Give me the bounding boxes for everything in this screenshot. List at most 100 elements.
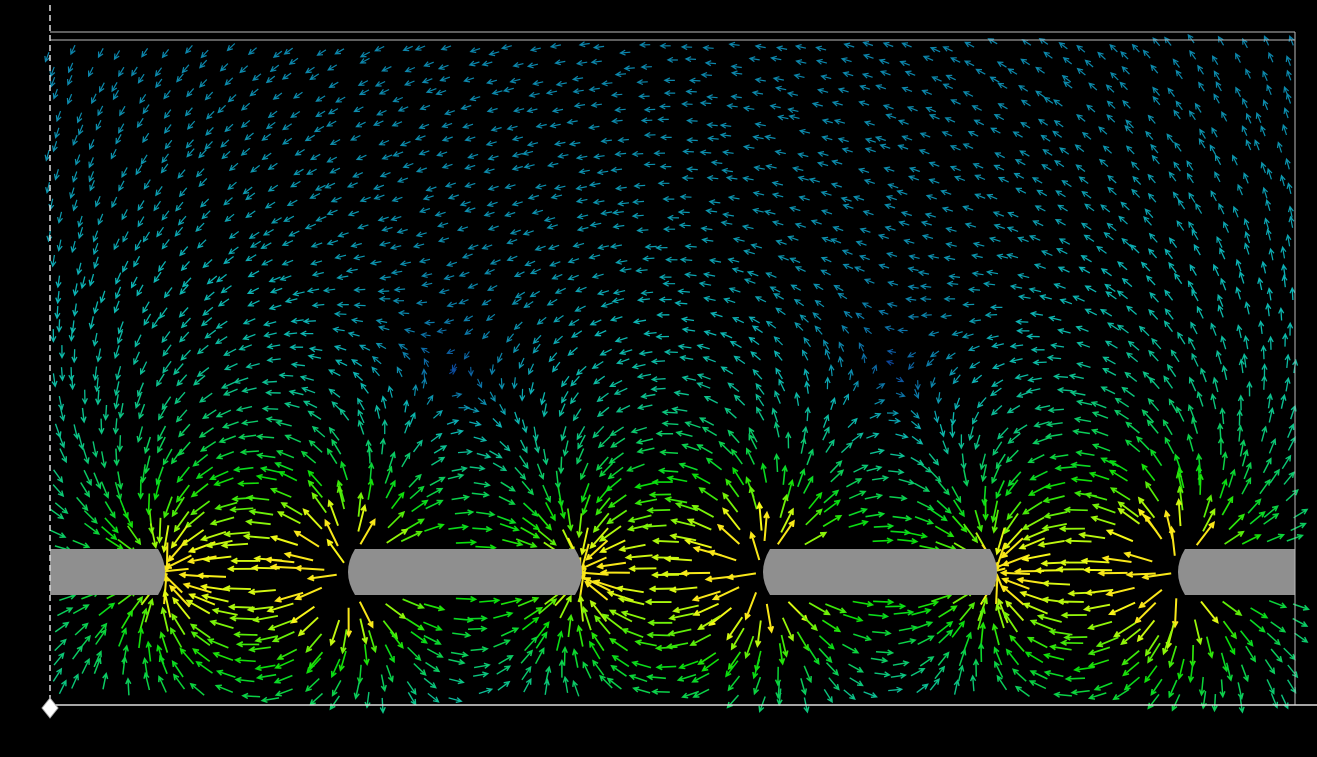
field-arrow bbox=[658, 274, 672, 281]
field-arrow bbox=[921, 234, 934, 240]
field-arrow bbox=[381, 226, 393, 232]
field-arrow bbox=[281, 259, 294, 266]
field-arrow bbox=[730, 93, 742, 101]
field-arrow bbox=[636, 447, 655, 454]
field-arrow bbox=[816, 161, 829, 168]
field-arrow bbox=[542, 484, 552, 504]
field-arrow bbox=[493, 639, 511, 648]
field-arrow bbox=[634, 639, 657, 647]
field-arrow bbox=[553, 315, 564, 323]
field-arrow bbox=[425, 499, 444, 510]
field-arrow bbox=[528, 382, 535, 395]
field-arrow bbox=[746, 270, 759, 277]
field-arrow bbox=[963, 631, 972, 651]
field-arrow bbox=[171, 613, 186, 636]
field-arrow bbox=[852, 195, 865, 202]
field-arrow bbox=[771, 220, 784, 227]
field-arrow bbox=[619, 49, 631, 56]
field-arrow bbox=[1047, 406, 1064, 414]
field-arrow bbox=[142, 301, 150, 314]
field-arrow bbox=[769, 286, 781, 293]
field-arrow bbox=[114, 286, 122, 300]
field-arrow bbox=[1091, 411, 1109, 419]
field-arrow bbox=[242, 333, 256, 341]
field-arrow bbox=[139, 93, 147, 104]
field-arrow bbox=[770, 55, 782, 62]
field-arrow bbox=[443, 274, 455, 281]
field-arrow bbox=[831, 100, 843, 107]
field-arrow bbox=[900, 210, 912, 217]
field-arrow bbox=[307, 479, 323, 498]
field-arrow bbox=[195, 222, 205, 233]
field-arrow bbox=[279, 275, 292, 281]
field-arrow bbox=[72, 539, 91, 549]
field-arrow bbox=[181, 277, 192, 288]
field-arrow bbox=[293, 530, 320, 548]
field-arrow bbox=[1197, 472, 1204, 495]
field-arrow bbox=[846, 478, 863, 488]
field-arrow bbox=[283, 401, 300, 408]
field-arrow bbox=[92, 441, 99, 458]
field-arrow bbox=[976, 397, 987, 409]
field-arrow bbox=[1266, 679, 1275, 695]
field-arrow bbox=[199, 59, 208, 69]
field-arrow bbox=[316, 49, 327, 56]
field-arrow bbox=[818, 635, 835, 650]
field-arrow bbox=[1059, 639, 1084, 647]
field-arrow bbox=[490, 126, 502, 132]
field-arrow bbox=[437, 236, 450, 243]
field-arrow bbox=[1198, 676, 1206, 697]
field-arrow bbox=[137, 479, 144, 500]
field-arrow bbox=[247, 47, 257, 56]
field-arrow bbox=[458, 404, 471, 411]
field-arrow bbox=[643, 330, 657, 337]
field-arrow bbox=[223, 348, 237, 356]
field-arrow bbox=[487, 185, 499, 191]
field-arrow bbox=[1189, 50, 1197, 60]
field-arrow bbox=[1236, 424, 1244, 442]
field-arrow bbox=[813, 283, 824, 291]
field-arrow bbox=[924, 212, 936, 219]
field-arrow bbox=[262, 228, 274, 236]
field-arrow bbox=[776, 519, 795, 545]
field-arrow bbox=[863, 691, 878, 698]
field-arrow bbox=[991, 466, 1000, 485]
field-arrow bbox=[158, 675, 167, 693]
field-arrow bbox=[615, 258, 628, 265]
field-arrow bbox=[1106, 222, 1117, 232]
field-arrow bbox=[345, 607, 353, 638]
field-arrow bbox=[1014, 685, 1030, 698]
field-arrow bbox=[893, 609, 915, 616]
field-arrow bbox=[1109, 43, 1118, 53]
field-arrow bbox=[1269, 468, 1280, 484]
field-arrow bbox=[357, 409, 365, 424]
field-arrow bbox=[949, 145, 961, 151]
field-arrow bbox=[357, 419, 365, 435]
field-arrow bbox=[691, 590, 721, 602]
field-arrow bbox=[556, 630, 564, 651]
field-arrow bbox=[684, 56, 697, 63]
field-arrow bbox=[1090, 515, 1116, 526]
field-arrow bbox=[1078, 531, 1106, 540]
field-arrow bbox=[910, 667, 926, 677]
field-arrow bbox=[1124, 124, 1134, 134]
field-arrow bbox=[139, 607, 148, 631]
field-arrow bbox=[1095, 636, 1119, 648]
field-arrow bbox=[896, 189, 908, 196]
field-arrow bbox=[666, 475, 688, 483]
field-arrow bbox=[138, 403, 146, 420]
field-arrow bbox=[421, 281, 433, 288]
field-arrow bbox=[608, 452, 624, 464]
field-arrow bbox=[500, 597, 523, 606]
field-arrow bbox=[719, 132, 732, 139]
field-arrow bbox=[655, 430, 674, 437]
field-arrow bbox=[449, 369, 457, 375]
field-arrow bbox=[522, 517, 541, 531]
field-arrow bbox=[964, 41, 975, 48]
field-arrow bbox=[171, 496, 185, 518]
field-arrow bbox=[80, 482, 91, 498]
field-arrow bbox=[841, 147, 853, 154]
field-arrow bbox=[532, 334, 542, 345]
field-arrow bbox=[1102, 356, 1116, 365]
field-arrow bbox=[441, 163, 453, 169]
